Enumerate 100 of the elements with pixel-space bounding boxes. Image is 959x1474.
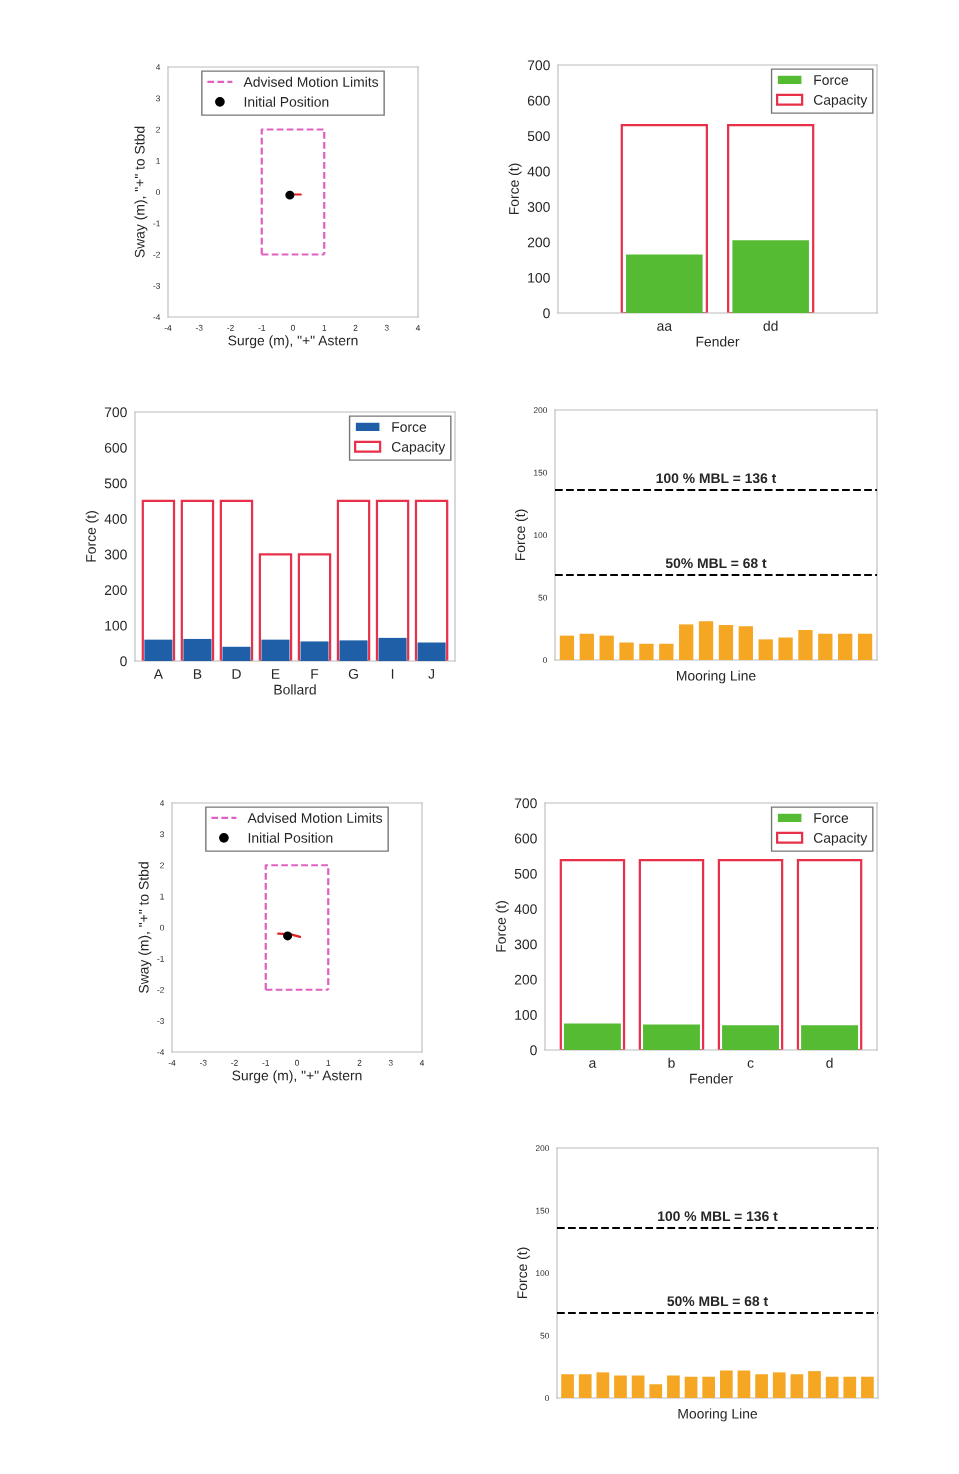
y-tick-label: 400 <box>527 166 550 177</box>
legend-label: Initial Position <box>244 96 329 107</box>
y-tick-label: 600 <box>527 95 550 106</box>
legend-label: Advised Motion Limits <box>243 76 379 87</box>
y-tick-label: -3 <box>153 282 160 289</box>
y-tick-label: 0 <box>120 656 127 667</box>
y-tick-label: 300 <box>104 549 127 560</box>
y-tick-label: 500 <box>514 868 537 879</box>
y-tick-label: 0 <box>543 657 548 664</box>
ref-line-label: 50% MBL = 68 t <box>665 558 767 569</box>
x-tick-label: 4 <box>415 324 421 331</box>
y-tick-label: 3 <box>156 95 160 102</box>
x-axis-title: Mooring Line <box>678 1408 758 1422</box>
y-tick-label: 150 <box>534 469 548 476</box>
legend-label: Capacity <box>391 441 446 455</box>
x-tick-label: B <box>193 669 202 679</box>
x-tick-label: I <box>391 669 394 679</box>
y-tick-label: -1 <box>157 955 164 962</box>
legend-label: Force <box>392 422 427 432</box>
x-tick-label: G <box>348 669 358 679</box>
x-tick-label: J <box>428 669 435 679</box>
y-tick-label: 100 <box>534 532 548 539</box>
x-tick-label: F <box>311 669 319 679</box>
x-axis-title: Surge (m), "+" Astern <box>228 335 358 349</box>
y-tick-label: 400 <box>104 514 127 524</box>
legend-label: Force <box>814 75 849 85</box>
x-tick-label: -3 <box>195 324 203 331</box>
x-tick-label: 4 <box>419 1059 425 1066</box>
y-axis-title: Force (t) <box>495 901 509 952</box>
y-tick-label: 100 <box>528 272 550 283</box>
y-axis-title: Force (t) <box>514 509 528 561</box>
y-tick-label: 2 <box>160 862 164 869</box>
x-axis-title: Mooring Line <box>676 670 756 684</box>
y-tick-label: 2 <box>156 126 160 133</box>
x-axis-title: Fender <box>690 1073 733 1084</box>
y-tick-label: 1 <box>156 158 160 164</box>
y-tick-label: 500 <box>527 131 550 142</box>
x-tick-label: -1 <box>262 1059 270 1066</box>
x-tick-label: 1 <box>326 1059 331 1066</box>
x-tick-label: 1 <box>322 324 327 331</box>
y-tick-label: 700 <box>527 60 550 71</box>
x-tick-label: -1 <box>258 324 266 331</box>
x-tick-label: 0 <box>291 324 295 331</box>
x-tick-label: b <box>668 1057 675 1068</box>
y-tick-label: 0 <box>545 1395 550 1402</box>
ref-line-label: 100 % MBL = 136 t <box>656 473 777 484</box>
x-tick-label: aa <box>657 323 673 331</box>
x-tick-label: -2 <box>227 324 234 331</box>
legend-label: Advised Motion Limits <box>247 812 383 823</box>
legend-label: Capacity <box>813 832 868 846</box>
y-tick-label: 0 <box>160 924 165 931</box>
ref-line-label: 50% MBL = 68 t <box>667 1296 768 1307</box>
x-axis-title: Fender <box>696 336 740 347</box>
y-tick-label: 50 <box>540 1332 550 1339</box>
y-tick-label: 500 <box>104 478 127 489</box>
y-tick-label: 300 <box>514 939 537 950</box>
y-tick-label: 0 <box>543 308 550 319</box>
y-tick-label: -1 <box>153 220 160 227</box>
x-tick-label: 2 <box>357 1059 362 1066</box>
x-tick-label: -4 <box>168 1059 176 1066</box>
y-axis-title: Sway (m), "+" to Stbd <box>134 126 148 258</box>
x-tick-label: E <box>271 669 280 679</box>
x-tick-label: dd <box>763 320 778 331</box>
y-tick-label: 200 <box>533 407 548 414</box>
y-tick-label: 200 <box>535 1145 550 1152</box>
y-axis-title: Force (t) <box>508 163 522 215</box>
y-tick-label: -4 <box>153 314 161 321</box>
y-tick-label: -3 <box>157 1018 164 1024</box>
y-tick-label: 100 <box>105 620 127 631</box>
y-tick-label: 400 <box>514 904 537 915</box>
y-tick-label: 600 <box>104 442 127 453</box>
legend-label: Capacity <box>813 94 868 108</box>
y-tick-label: 4 <box>155 64 161 71</box>
x-tick-label: 0 <box>295 1059 299 1066</box>
y-tick-label: -4 <box>157 1049 165 1056</box>
x-tick-label: c <box>747 1060 754 1068</box>
ref-line-label: 100 % MBL = 136 t <box>658 1211 778 1222</box>
y-tick-label: 150 <box>536 1207 550 1214</box>
x-tick-label: -2 <box>231 1059 238 1066</box>
y-tick-label: 600 <box>514 833 537 844</box>
y-axis-title: Force (t) <box>516 1247 530 1299</box>
x-tick-label: a <box>589 1060 597 1068</box>
x-tick-label: 2 <box>353 324 358 331</box>
legend-label: Initial Position <box>248 832 333 843</box>
y-axis-title: Sway (m), "+" to Stbd <box>138 862 152 993</box>
y-tick-label: 200 <box>104 585 127 596</box>
y-tick-label: 100 <box>515 1010 537 1020</box>
x-tick-label: -3 <box>199 1059 207 1066</box>
x-axis-title: Bollard <box>274 684 316 695</box>
x-axis-title: Surge (m), "+" Astern <box>232 1070 362 1084</box>
y-tick-label: 3 <box>160 831 164 838</box>
y-tick-label: 100 <box>536 1270 550 1277</box>
y-tick-label: -2 <box>157 986 164 993</box>
y-tick-label: 0 <box>156 189 161 196</box>
y-tick-label: 200 <box>527 237 550 248</box>
x-tick-label: d <box>826 1057 833 1068</box>
y-tick-label: -2 <box>153 251 160 258</box>
y-tick-label: 300 <box>527 202 550 212</box>
y-axis-title: Force (t) <box>85 511 99 562</box>
y-tick-label: 200 <box>514 974 537 985</box>
